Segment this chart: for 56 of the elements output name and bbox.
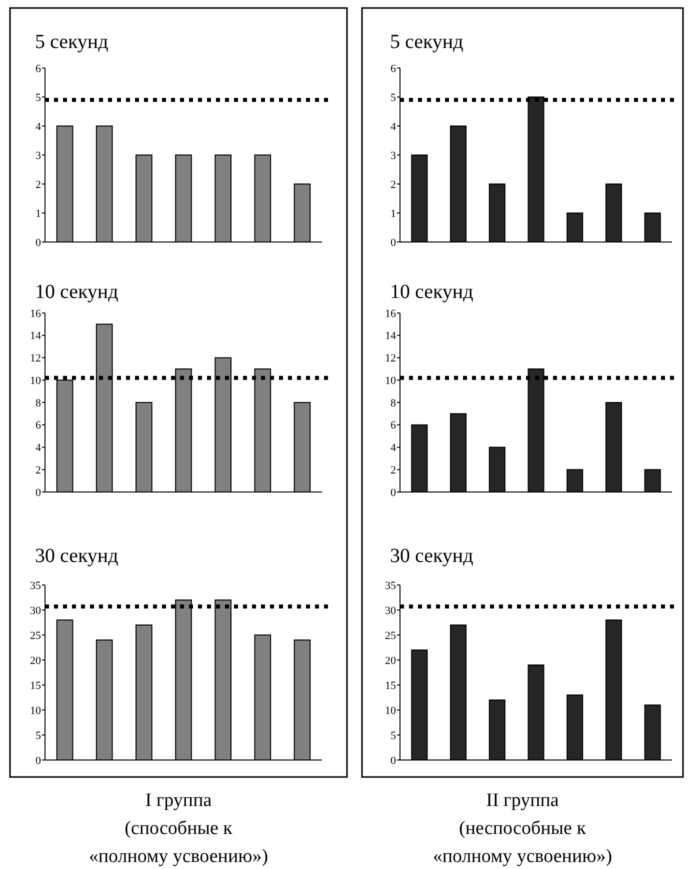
y-tick-label: 5 bbox=[390, 730, 396, 742]
y-tick-label: 10 bbox=[385, 374, 396, 387]
y-tick-label: 5 bbox=[390, 92, 396, 104]
y-tick-label: 6 bbox=[390, 62, 396, 75]
x-axis-title: II группа (неспособные к «полному усвоению») bbox=[432, 790, 612, 867]
y-tick-label: 16 bbox=[385, 308, 396, 320]
y-tick-label: 2 bbox=[36, 178, 41, 191]
y-tick-label: 0 bbox=[36, 486, 42, 499]
chart-title: 30 секунд bbox=[35, 545, 118, 567]
y-tick-label: 35 bbox=[385, 580, 396, 592]
y-tick-label: 10 bbox=[385, 704, 396, 717]
y-tick-label: 3 bbox=[36, 150, 42, 162]
y-tick-label: 14 bbox=[30, 330, 42, 342]
chart-title: 10 секунд bbox=[35, 281, 118, 303]
y-tick-label: 0 bbox=[36, 754, 42, 767]
y-tick-label: 4 bbox=[36, 120, 42, 133]
y-tick-label: 12 bbox=[30, 352, 41, 365]
y-tick-label: 8 bbox=[390, 397, 396, 410]
y-tick-label: 4 bbox=[390, 120, 396, 133]
y-tick-label: 10 bbox=[30, 704, 42, 717]
y-tick-label: 0 bbox=[390, 486, 396, 499]
y-tick-label: 0 bbox=[36, 236, 42, 249]
y-tick-label: 0 bbox=[390, 754, 396, 767]
y-tick-label: 10 bbox=[30, 374, 42, 387]
y-tick-label: 30 bbox=[30, 604, 42, 617]
y-tick-label: 15 bbox=[30, 680, 42, 692]
chart-title: 5 секунд bbox=[390, 31, 464, 53]
y-tick-label: 3 bbox=[390, 150, 396, 162]
y-tick-label: 14 bbox=[385, 330, 396, 342]
y-tick-label: 1 bbox=[36, 208, 41, 220]
chart-title: 5 секунд bbox=[35, 31, 108, 53]
y-tick-label: 2 bbox=[390, 464, 396, 476]
y-tick-label: 6 bbox=[390, 420, 396, 432]
y-tick-label: 4 bbox=[36, 442, 42, 454]
y-tick-label: 6 bbox=[36, 62, 42, 75]
y-tick-label: 20 bbox=[30, 654, 42, 667]
y-tick-label: 15 bbox=[385, 680, 396, 692]
y-tick-label: 12 bbox=[385, 352, 396, 365]
y-tick-label: 8 bbox=[36, 397, 42, 410]
y-tick-label: 5 bbox=[36, 92, 42, 104]
y-tick-label: 2 bbox=[36, 464, 41, 476]
y-tick-label: 20 bbox=[385, 654, 396, 667]
y-tick-label: 1 bbox=[390, 208, 396, 220]
y-tick-label: 35 bbox=[30, 580, 42, 592]
chart-title: 30 секунд bbox=[390, 545, 474, 567]
y-tick-label: 4 bbox=[390, 442, 396, 454]
chart-title: 10 секунд bbox=[390, 281, 474, 303]
y-tick-label: 0 bbox=[390, 236, 396, 249]
y-tick-label: 25 bbox=[30, 630, 42, 642]
y-tick-label: 5 bbox=[36, 730, 42, 742]
y-tick-label: 6 bbox=[36, 420, 42, 432]
y-tick-label: 25 bbox=[385, 630, 396, 642]
y-tick-label: 2 bbox=[390, 178, 396, 191]
x-axis-title: I группа (способные к «полному усвоению») bbox=[88, 790, 268, 867]
y-tick-label: 30 bbox=[385, 604, 396, 617]
y-tick-label: 16 bbox=[30, 308, 42, 320]
